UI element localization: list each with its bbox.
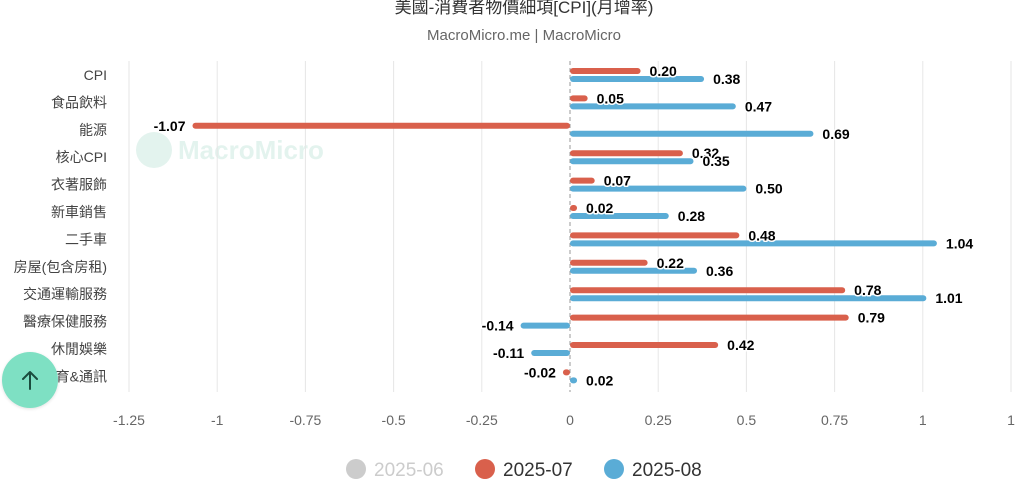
- data-label-2025-07-10: 0.42: [727, 337, 754, 353]
- data-label-2025-07-9: 0.79: [858, 310, 885, 326]
- data-label-2025-07-5: 0.02: [586, 200, 613, 216]
- x-tick-label: -1: [211, 412, 224, 428]
- category-label: CPI: [84, 67, 107, 83]
- bar-2025-07-10[interactable]: [570, 342, 719, 348]
- x-tick-label: -0.25: [466, 412, 498, 428]
- category-label: 新車銷售: [51, 204, 107, 220]
- data-label-2025-08-4: 0.50: [755, 181, 782, 197]
- x-tick-label: -1.25: [113, 412, 145, 428]
- x-tick-label: 1: [919, 412, 927, 428]
- legend-item-2025-07[interactable]: 2025-07: [475, 459, 573, 481]
- category-label: 食品飲料: [51, 94, 107, 110]
- data-label-2025-07-4: 0.07: [604, 173, 631, 189]
- bar-2025-07-2[interactable]: [192, 122, 570, 129]
- bar-2025-07-3[interactable]: [570, 150, 683, 157]
- bar-2025-08-8[interactable]: [570, 295, 927, 302]
- legend[interactable]: 2025-06 2025-07 2025-08: [346, 459, 702, 481]
- bar-2025-08-9[interactable]: [520, 322, 570, 329]
- bar-2025-08-4[interactable]: [570, 185, 747, 192]
- bar-2025-07-9[interactable]: [570, 314, 849, 321]
- bar-2025-07-11[interactable]: [562, 369, 570, 376]
- legend-marker: [475, 459, 495, 479]
- bar-2025-08-6[interactable]: [570, 240, 937, 247]
- legend-label: 2025-07: [503, 460, 573, 481]
- category-label: 能源: [79, 122, 107, 138]
- data-label-2025-07-6: 0.48: [748, 227, 775, 243]
- category-label: 衣著服飾: [51, 177, 107, 193]
- data-label-2025-07-7: 0.22: [657, 255, 684, 271]
- data-label-2025-08-1: 0.47: [745, 98, 772, 114]
- bar-2025-07-1[interactable]: [570, 95, 588, 102]
- data-label-2025-08-2: 0.69: [822, 126, 849, 142]
- data-labels: 0.20 0.05 -1.07 0.32 0.07 0.02 0.48 0.22 0.78 0.7…: [152, 62, 975, 390]
- category-label: 核心CPI: [56, 149, 107, 165]
- x-tick-label: 0.25: [645, 412, 672, 428]
- data-label-2025-07-0: 0.20: [650, 63, 677, 79]
- data-label-2025-07-2: -1.07: [154, 118, 186, 134]
- category-label: 交通運輸服務: [23, 286, 107, 302]
- data-label-2025-07-8: 0.78: [854, 282, 881, 298]
- data-label-2025-07-1: 0.05: [597, 90, 624, 106]
- chart-title: 美國-消費者物價細項[CPI](月增率): [395, 0, 654, 17]
- legend-item-2025-08[interactable]: 2025-08: [604, 459, 702, 481]
- x-axis-ticks: -1.25 -1 -0.75 -0.5 -0.25 0 0.25 0.5 0.75 1 1: [113, 412, 1015, 428]
- data-label-2025-08-10: -0.11: [493, 345, 524, 361]
- data-label-2025-08-6: 1.04: [946, 235, 973, 251]
- data-label-2025-08-8: 1.01: [935, 290, 962, 306]
- bar-2025-08-1[interactable]: [570, 103, 736, 110]
- category-label: 二手車: [65, 231, 107, 247]
- data-label-2025-07-3: 0.32: [692, 145, 719, 161]
- back-to-top-button[interactable]: [2, 352, 58, 408]
- bar-2025-08-10[interactable]: [531, 350, 570, 356]
- data-label-2025-08-7: 0.36: [706, 263, 733, 279]
- bar-2025-08-7[interactable]: [570, 267, 698, 274]
- watermark-text: MacroMicro: [178, 135, 324, 165]
- bar-2025-07-0[interactable]: [570, 68, 641, 74]
- x-tick-label: -0.5: [382, 412, 406, 428]
- x-tick-label: 0.5: [737, 412, 757, 428]
- legend-item-2025-06[interactable]: 2025-06: [346, 459, 444, 481]
- legend-marker: [346, 459, 366, 479]
- category-label: 休閒娛樂: [51, 341, 107, 357]
- bar-2025-07-8[interactable]: [570, 287, 846, 294]
- bar-2025-08-2[interactable]: [570, 130, 814, 137]
- x-tick-label: 0: [566, 412, 574, 428]
- grid-lines: [128, 61, 1012, 392]
- data-label-2025-08-3: 0.35: [702, 153, 729, 169]
- bar-2025-08-11[interactable]: [570, 377, 578, 384]
- legend-marker: [604, 459, 624, 479]
- category-label: 醫療保健服務: [23, 314, 107, 330]
- bar-2025-08-0[interactable]: [570, 76, 705, 82]
- bar-2025-08-3[interactable]: [570, 158, 694, 165]
- data-label-2025-08-0: 0.38: [713, 71, 740, 87]
- bar-2025-07-5[interactable]: [570, 205, 578, 211]
- x-tick-label: -0.75: [289, 412, 321, 428]
- watermark-logo-icon: [136, 132, 172, 168]
- x-tick-label: 1: [1007, 412, 1015, 428]
- category-label: 房屋(包含房租): [14, 259, 107, 275]
- bars: [192, 68, 937, 384]
- arrow-up-icon: [22, 371, 38, 390]
- legend-label: 2025-08: [632, 460, 702, 481]
- bar-2025-07-4[interactable]: [570, 177, 595, 184]
- data-label-2025-07-11: -0.02: [524, 364, 556, 380]
- bar-2025-07-7[interactable]: [570, 259, 648, 266]
- data-label-2025-08-5: 0.28: [678, 208, 705, 224]
- legend-label: 2025-06: [374, 460, 444, 481]
- watermark: MacroMicro: [136, 132, 324, 168]
- bar-2025-08-5[interactable]: [570, 213, 669, 219]
- data-label-2025-08-11: 0.02: [586, 372, 613, 388]
- chart-subtitle: MacroMicro.me | MacroMicro: [427, 27, 621, 44]
- bar-2025-07-6[interactable]: [570, 232, 740, 239]
- data-label-2025-08-9: -0.14: [482, 318, 514, 334]
- x-tick-label: 0.75: [821, 412, 848, 428]
